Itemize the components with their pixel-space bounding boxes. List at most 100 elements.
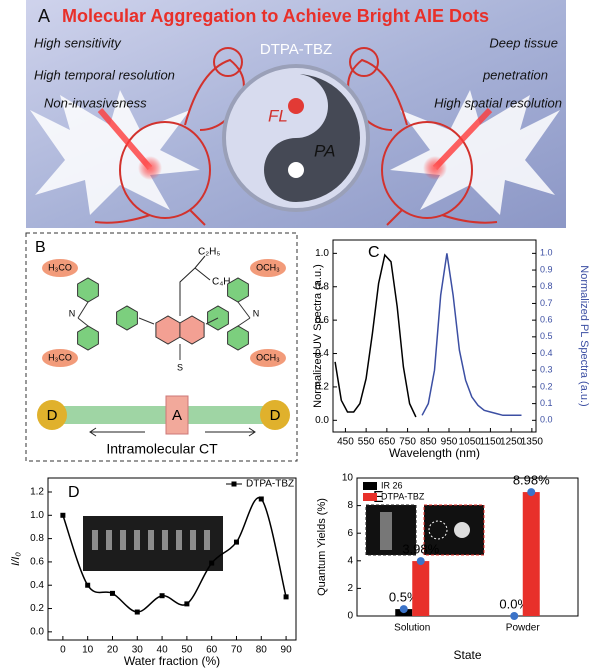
x-axis-title: Wavelength (nm) (389, 446, 480, 460)
panel-b-frame (25, 232, 298, 462)
y-tick-label: 0.2 (315, 382, 329, 393)
y2-tick-label: 1.0 (540, 248, 553, 258)
y-tick-label: 1.0 (30, 510, 44, 521)
feature-text: Deep tissue (489, 35, 558, 50)
legend-marker (231, 481, 237, 487)
y-tick-label: 0.0 (315, 415, 329, 426)
methoxy-label: OCH₃ (256, 352, 280, 362)
y2-tick-label: 0.8 (540, 281, 553, 291)
feature-text: penetration (482, 67, 548, 82)
x-tick-label: 60 (206, 645, 218, 656)
y-tick-label: 0.4 (30, 580, 44, 591)
x-tick-label: 750 (399, 437, 416, 448)
ring (179, 315, 205, 345)
x-tick-label: Powder (506, 623, 541, 634)
y-axis-title: I/I₀ (10, 552, 22, 566)
bridge (187, 406, 275, 424)
feature-text: High spatial resolution (434, 95, 562, 110)
legend-swatch (363, 482, 377, 490)
compound-name: DTPA-TBZ (260, 41, 332, 58)
x-tick-label: 550 (358, 437, 375, 448)
y-tick-label: 0.8 (315, 281, 329, 292)
methoxy-label: H₃CO (48, 352, 72, 362)
alkyl-chain (179, 255, 211, 300)
marker (209, 560, 215, 566)
feature-text: High temporal resolution (34, 67, 175, 82)
plot-frame (356, 477, 579, 617)
y-tick-label: 6 (347, 528, 353, 539)
x-tick-label: 80 (256, 645, 268, 656)
panel-label: C (368, 244, 380, 261)
panel-a-title: Molecular Aggregation to Achieve Bright … (62, 6, 489, 26)
panel-b: B C₂H₅ C₄H₉ H₃CO H₃CO OCH₃ OCH₃ N N S D … (25, 232, 298, 462)
y2-tick-label: 0.9 (540, 264, 553, 274)
x-tick-label: 1250 (500, 437, 523, 448)
legend-swatch (363, 493, 377, 501)
legend-label: DTPA-TBZ (381, 491, 425, 501)
value-dot (510, 612, 519, 620)
x-tick-label: 70 (231, 645, 243, 656)
laser-beam (432, 107, 493, 171)
value-label: 8.98% (513, 473, 550, 488)
ring (77, 277, 99, 303)
x-tick-label: 950 (441, 437, 458, 448)
amine-label: N (253, 308, 260, 318)
x-tick-label: Solution (394, 623, 430, 634)
x-tick-label: 1050 (459, 437, 482, 448)
y2-tick-label: 0.2 (540, 381, 553, 391)
donor-label: D (47, 407, 58, 424)
starburst (30, 90, 200, 215)
ring (227, 325, 249, 351)
acceptor-block (165, 395, 189, 435)
y-tick-label: 0.2 (30, 603, 44, 614)
x-axis-title: Water fraction (%) (124, 654, 220, 668)
panel-label: A (38, 6, 50, 26)
donor-label: D (270, 407, 281, 424)
bond (77, 300, 251, 360)
value-dot (399, 605, 408, 614)
y-tick-label: 0.4 (315, 348, 329, 359)
inset-circle (428, 520, 448, 540)
sulfur-label: S (177, 362, 183, 372)
bar (412, 561, 430, 616)
inset-vials (92, 530, 210, 550)
laser-beam (97, 108, 153, 170)
panel-label: D (68, 484, 80, 501)
fl-label: FL (268, 106, 288, 125)
y-tick-label: 1.0 (315, 248, 329, 259)
plot-frame (332, 239, 537, 433)
y-tick-label: 1.2 (30, 487, 44, 498)
feature-text: Non-invasiveness (44, 95, 147, 110)
series-line (334, 253, 417, 418)
y-tick-label: 0.6 (30, 557, 44, 568)
laser-spot (138, 156, 162, 180)
y-tick-label: 2 (347, 583, 353, 594)
value-dot (527, 488, 536, 497)
caption: Intramolecular CT (106, 441, 218, 457)
y2-axis-title: Normalized PL Spectra (a.u.) (578, 265, 590, 406)
y2-tick-label: 0.5 (540, 331, 553, 341)
pa-label: PA (314, 141, 335, 160)
y-axis-title: Normalized UV Spectra (a.u.) (312, 264, 324, 408)
amine-label: N (69, 308, 76, 318)
plot-frame (47, 477, 297, 641)
x-tick-label: 1350 (521, 437, 544, 448)
value-label: 0.5% (389, 590, 419, 605)
legend-label: IR 26 (381, 480, 403, 490)
mouse-left (94, 47, 245, 226)
marker (134, 609, 140, 615)
x-tick-label: 0 (60, 645, 66, 656)
ct-arrows (89, 427, 256, 437)
alkyl-label: C₄H₉ (212, 277, 235, 288)
marker (283, 594, 289, 600)
x-tick-label: 90 (281, 645, 293, 656)
marker (258, 496, 264, 502)
alkyl-label: C₂H₅ (198, 247, 220, 258)
marker (85, 582, 91, 588)
series-line (62, 496, 287, 613)
y2-tick-label: 0.3 (540, 365, 553, 375)
y2-tick-label: 0.0 (540, 415, 553, 425)
x-tick-label: 20 (107, 645, 119, 656)
